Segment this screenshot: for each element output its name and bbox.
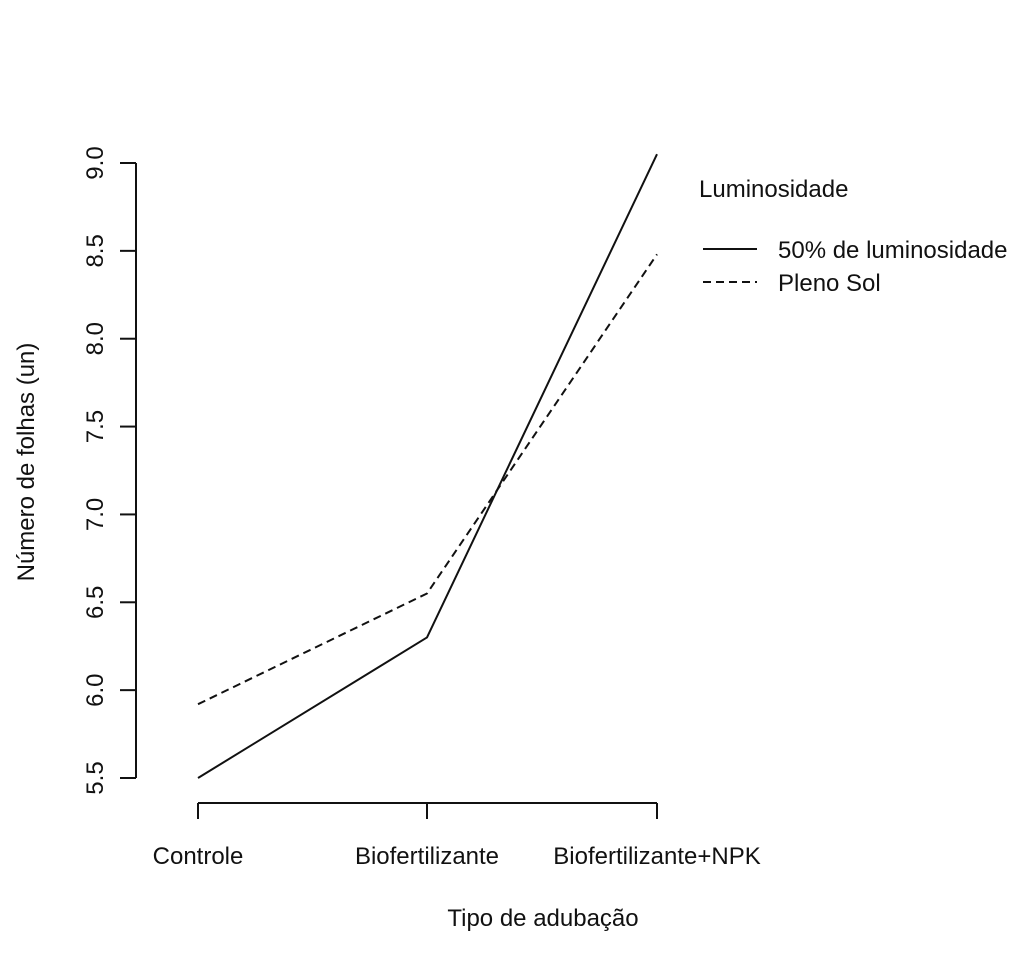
y-tick-label: 7.0 [82,498,109,531]
y-tick-label: 8.0 [82,322,109,355]
x-axis-title: Tipo de adubação [447,905,638,932]
y-tick-label: 6.0 [82,673,109,706]
x-ticks: Controle Biofertilizante Biofertilizante+N… [153,803,761,870]
series-layer [197,153,658,779]
y-tick-label: 8.5 [82,234,109,267]
series-line-1 [197,153,658,779]
y-tick-label: 5.5 [82,761,109,794]
x-axis: Controle Biofertilizante Biofertilizante+N… [153,802,761,870]
x-tick-label: Biofertilizante+NPK [553,843,760,870]
y-tick-label: 6.5 [82,586,109,619]
legend-title: Luminosidade [699,176,848,203]
y-axis-title: Número de folhas (un) [13,343,40,582]
legend-item-series-1: 50% de luminosidade [703,237,1008,264]
series-line-2 [197,253,658,706]
legend-label: Pleno Sol [778,270,881,297]
y-tick-label: 9.0 [82,146,109,179]
legend-item-series-2: Pleno Sol [703,270,881,297]
y-axis: 5.5 6.0 6.5 7.0 7.5 8.0 8.5 9.0 [82,146,137,795]
x-tick-label: Controle [153,843,244,870]
legend-label: 50% de luminosidade [778,237,1008,264]
legend: Luminosidade 50% de luminosidade Pleno S… [699,176,1008,297]
x-tick-label: Biofertilizante [355,843,499,870]
y-ticks: 5.5 6.0 6.5 7.0 7.5 8.0 8.5 9.0 [82,146,136,795]
y-tick-label: 7.5 [82,410,109,443]
